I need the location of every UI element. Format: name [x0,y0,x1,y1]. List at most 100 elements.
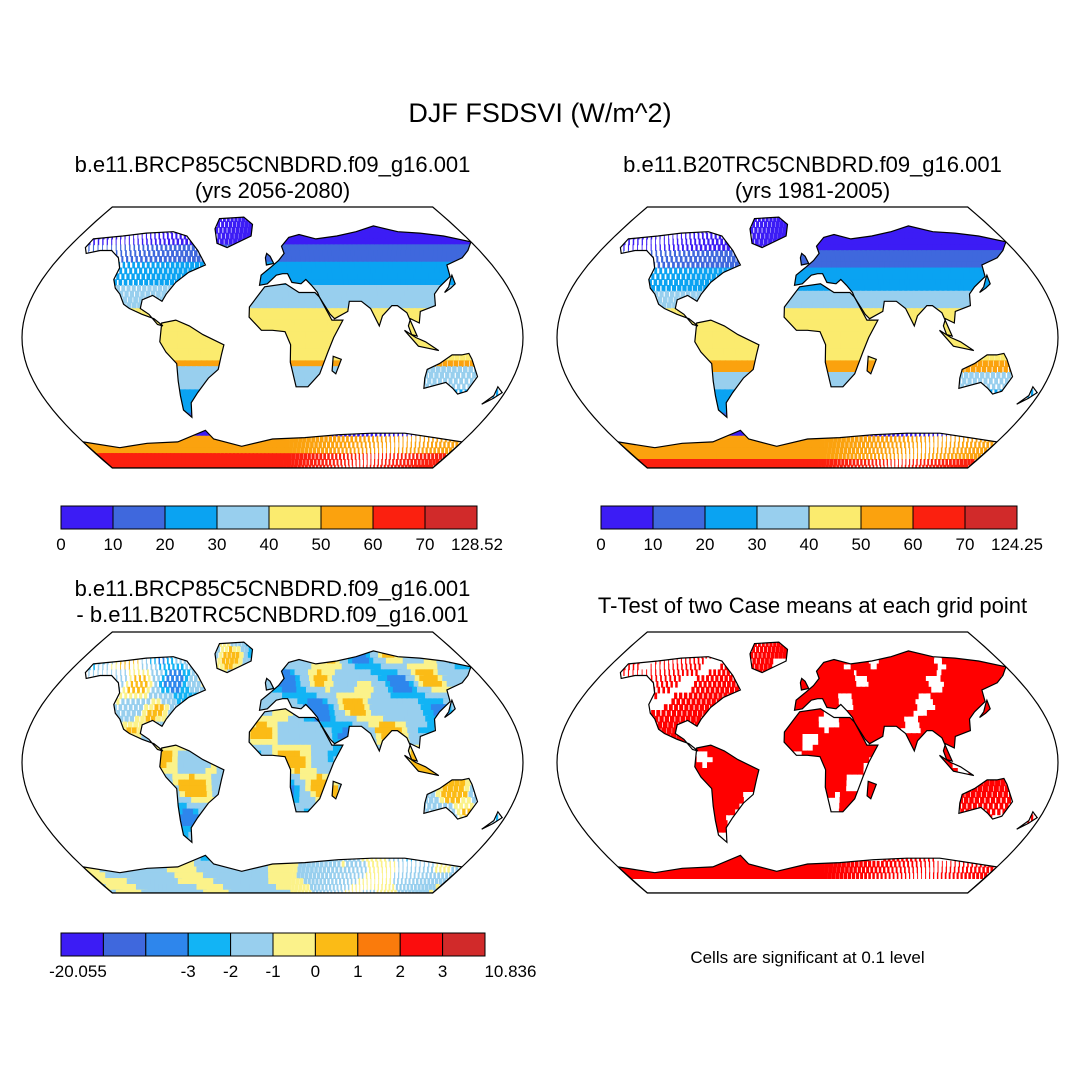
coastline-japan [444,273,456,293]
coastline-northAmerica [84,231,207,327]
colorbar-difference-ticks: -20.055 -3 -2 -1 0 1 2 3 10.836 [49,962,536,984]
coastline-africa [248,708,344,813]
colorbar-future-ticks: 0 10 20 30 40 50 60 70 128.52 [56,535,503,557]
map-border [556,631,1059,894]
colorbar-tick-label: 30 [207,535,227,554]
colorbar-box [964,505,1018,530]
colorbar-tick-label: 0 [56,535,66,554]
panel-future-title-line1: b.e11.BRCP85C5CNBDRD.f09_g16.001 [74,152,471,177]
map-future [21,206,524,469]
panel-historical-title: b.e11.B20TRC5CNBDRD.f09_g16.001 (yrs 198… [570,152,1055,204]
coastline-greenland [749,641,789,674]
coastline-britain [799,252,810,266]
colorbar-box [112,505,166,530]
colorbar-box [272,932,316,957]
colorbar-tick-label: 124.25 [991,535,1043,554]
panel-difference-title-line2: - b.e11.B20TRC5CNBDRD.f09_g16.001 [76,602,469,627]
coastline-southAmerica [159,744,225,844]
colorbar-tick-label: 20 [155,535,175,554]
panel-difference-title: b.e11.BRCP85C5CNBDRD.f09_g16.001 - b.e11… [30,576,515,628]
map-historical [556,206,1059,469]
colorbar-box [756,505,810,530]
colorbar-tick-label: 128.52 [451,535,503,554]
colorbar-box [230,932,274,957]
colorbar-difference [60,932,486,957]
map-ttest [556,631,1059,894]
coastline-australia [423,777,479,820]
panel-difference-title-line1: b.e11.BRCP85C5CNBDRD.f09_g16.001 [74,576,471,601]
panel-historical-title-line2: (yrs 1981-2005) [734,178,891,203]
coastline-eurasia [258,650,472,763]
coastline-madagascar [866,355,878,375]
coastline-japan [444,698,456,718]
colorbar-box [145,932,189,957]
colorbar-box [314,932,359,957]
colorbar-box [60,932,104,957]
colorbar-tick-label: 20 [695,535,715,554]
coastline-southAmerica [694,744,760,844]
coastline-northAmerica [619,231,742,327]
coastline-japan [979,273,991,293]
colorbar-box [652,505,706,530]
colorbar-box [860,505,914,530]
coastline-eurasia [793,225,1007,338]
coastline-africa [248,283,344,388]
coastline-indonesia [404,329,440,352]
colorbar-box [102,932,147,957]
colorbar-tick-label: -20.055 [49,962,107,981]
colorbar-tick-label: 10 [103,535,123,554]
coastline-japan [979,698,991,718]
colorbar-tick-label: -1 [265,962,281,981]
coastline-newZealand [1016,810,1039,830]
colorbar-box [808,505,862,530]
colorbar-tick-label: 10.836 [484,962,537,981]
colorbar-tick-label: 70 [955,535,975,554]
coastline-eurasia [793,650,1007,763]
colorbar-box [704,505,758,530]
coastline-australia [958,352,1014,395]
colorbar-tick-label: 60 [363,535,383,554]
colorbar-box [357,932,401,957]
colorbar-box [600,505,654,530]
colorbar-tick-label: 60 [903,535,923,554]
map-border [556,206,1059,469]
map-border [21,631,524,894]
coastline-britain [264,252,275,266]
coastline-australia [958,777,1014,820]
coastline-northAmerica [619,656,742,752]
colorbar-box [60,505,114,530]
colorbar-tick-label: 1 [353,962,363,981]
colorbar-box [216,505,270,530]
coastline-africa [783,708,879,813]
panel-historical-title-line1: b.e11.B20TRC5CNBDRD.f09_g16.001 [623,152,1002,177]
colorbar-box [320,505,374,530]
coastline-newZealand [1016,385,1039,405]
coastline-africa [783,283,879,388]
coastline-southAmerica [694,319,760,419]
coastline-eurasia [258,225,472,338]
significance-note: Cells are significant at 0.1 level [690,948,925,967]
coastline-britain [264,677,275,691]
colorbar-tick-label: 40 [799,535,819,554]
main-title: DJF FSDSVI (W/m^2) [408,98,672,128]
colorbar-tick-label: 0 [310,962,321,981]
colorbar-tick-label: -2 [223,962,239,981]
map-difference [21,631,524,894]
coastline-britain [799,677,810,691]
colorbar-box [372,505,426,530]
coastline-madagascar [866,780,878,800]
panel-future-title-line2: (yrs 2056-2080) [194,178,351,203]
colorbar-tick-label: 3 [437,962,448,981]
colorbar-tick-label: 70 [415,535,435,554]
colorbar-future [60,505,478,530]
coastline-southAmerica [159,319,225,419]
coastline-indonesia [404,754,440,777]
colorbar-box [399,932,444,957]
colorbar-tick-label: 50 [311,535,331,554]
colorbar-historical [600,505,1018,530]
colorbar-box [268,505,322,530]
panel-future-title: b.e11.BRCP85C5CNBDRD.f09_g16.001 (yrs 20… [30,152,515,204]
colorbar-tick-label: 0 [596,535,606,554]
coastline-greenland [749,216,789,249]
coastline-greenland [214,216,254,249]
